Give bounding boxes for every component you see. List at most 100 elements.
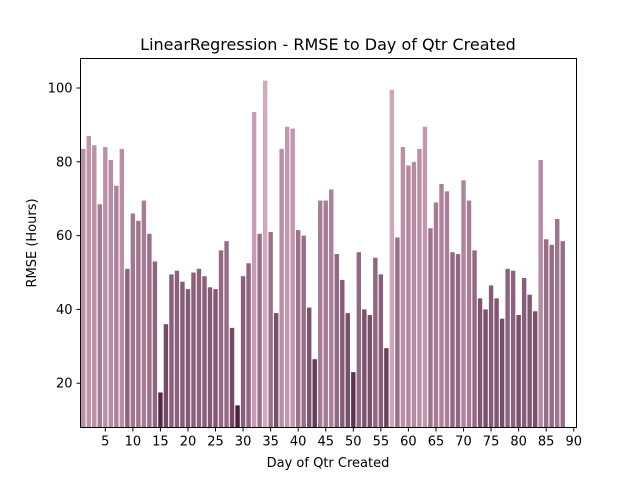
bar-day-88 xyxy=(560,241,565,428)
y-axis-ticks: 20 40 60 80 100 xyxy=(48,82,81,392)
bar-day-49 xyxy=(345,313,350,428)
bar-day-80 xyxy=(516,314,521,428)
bar-day-75 xyxy=(488,285,494,428)
bar-day-34 xyxy=(262,80,268,428)
bar-day-12 xyxy=(141,200,147,428)
bar-day-6 xyxy=(108,159,114,428)
bar-day-25 xyxy=(213,289,218,428)
bar-day-63 xyxy=(422,126,428,428)
x-tick-label: 80 xyxy=(510,435,527,450)
bar-day-30 xyxy=(240,276,246,428)
bar-day-35 xyxy=(268,231,273,428)
bar-day-53 xyxy=(367,314,373,428)
x-tick-label: 70 xyxy=(455,435,472,450)
x-tick-label: 90 xyxy=(565,435,582,450)
bar-day-59 xyxy=(400,147,406,428)
bar-day-76 xyxy=(494,298,499,428)
bar-day-37 xyxy=(279,148,284,428)
bar-day-41 xyxy=(301,235,306,428)
bar-day-46 xyxy=(329,189,334,428)
bar-day-27 xyxy=(224,241,229,428)
x-tick-label: 40 xyxy=(290,435,307,450)
bar-day-67 xyxy=(444,191,450,428)
bar-day-77 xyxy=(499,318,505,428)
bar-day-78 xyxy=(505,268,510,428)
y-tick-label: 100 xyxy=(48,82,73,97)
bar-day-36 xyxy=(273,313,279,428)
x-tick-label: 5 xyxy=(101,435,109,450)
bar-day-33 xyxy=(257,233,262,428)
x-tick-label: 15 xyxy=(152,435,169,450)
x-tick-label: 75 xyxy=(483,435,500,450)
x-tick-label: 30 xyxy=(235,435,252,450)
bar-day-28 xyxy=(229,327,235,428)
bar-day-9 xyxy=(125,268,130,428)
bar-day-84 xyxy=(538,159,543,428)
y-tick-label: 20 xyxy=(56,377,73,392)
x-tick-label: 50 xyxy=(345,435,362,450)
x-tick-label: 45 xyxy=(317,435,334,450)
bar-day-55 xyxy=(378,274,384,428)
bar-day-47 xyxy=(334,254,339,428)
bar-day-81 xyxy=(521,278,527,428)
bar-day-5 xyxy=(103,147,108,428)
bar-day-8 xyxy=(119,148,125,428)
bar-day-2 xyxy=(86,135,91,428)
bar-day-48 xyxy=(340,279,345,428)
x-tick-label: 25 xyxy=(207,435,224,450)
bar-day-3 xyxy=(92,145,97,428)
bar-day-32 xyxy=(251,112,257,428)
y-tick-label: 80 xyxy=(56,155,73,170)
bar-day-87 xyxy=(555,219,560,428)
bar-day-7 xyxy=(114,185,119,428)
bar-day-52 xyxy=(362,309,367,428)
bar-day-66 xyxy=(439,183,444,428)
bar-day-51 xyxy=(356,252,362,428)
x-tick-label: 65 xyxy=(428,435,445,450)
bar-day-23 xyxy=(202,276,207,428)
bar-day-64 xyxy=(428,228,433,428)
bar-day-70 xyxy=(461,180,466,428)
y-tick-label: 60 xyxy=(56,229,73,244)
bar-day-10 xyxy=(130,213,136,428)
bar-day-21 xyxy=(191,272,196,428)
bar-day-62 xyxy=(417,148,422,428)
bar-day-44 xyxy=(318,200,323,428)
x-axis-ticks: 5 10 15 20 25 30 35 40 45 50 55 60 65 70 75 80 85 90 xyxy=(101,427,582,450)
bar-day-16 xyxy=(163,324,169,428)
bar-day-20 xyxy=(185,289,191,428)
bar-day-83 xyxy=(532,311,538,428)
bar-day-4 xyxy=(97,204,102,428)
bar-day-69 xyxy=(455,254,461,428)
x-tick-label: 10 xyxy=(125,435,142,450)
bar-day-68 xyxy=(450,252,455,428)
bar-day-1 xyxy=(81,148,86,428)
bar-day-43 xyxy=(312,359,317,428)
x-tick-label: 20 xyxy=(180,435,197,450)
bar-day-26 xyxy=(218,250,224,428)
bar-day-39 xyxy=(290,128,295,428)
bar-day-61 xyxy=(411,161,417,428)
bar-day-29 xyxy=(235,405,240,428)
bars-group xyxy=(81,80,565,428)
bar-day-74 xyxy=(483,309,488,428)
bar-day-85 xyxy=(543,239,549,428)
bar-day-45 xyxy=(323,200,328,428)
x-tick-label: 55 xyxy=(373,435,390,450)
x-tick-label: 60 xyxy=(400,435,417,450)
bar-day-11 xyxy=(136,220,141,428)
bar-day-73 xyxy=(477,298,483,428)
chart-title: LinearRegression - RMSE to Day of Qtr Cr… xyxy=(140,35,516,54)
bar-day-86 xyxy=(549,244,554,428)
y-axis-label: RMSE (Hours) xyxy=(25,198,40,287)
bar-day-72 xyxy=(472,250,477,428)
bar-day-79 xyxy=(510,270,516,428)
x-tick-label: 85 xyxy=(538,435,555,450)
bar-day-18 xyxy=(174,270,180,428)
bar-day-19 xyxy=(180,281,185,428)
bar-day-24 xyxy=(207,287,213,428)
bar-day-71 xyxy=(466,200,472,428)
bar-day-15 xyxy=(158,392,163,428)
bar-day-50 xyxy=(351,372,356,428)
bar-day-31 xyxy=(246,263,251,428)
